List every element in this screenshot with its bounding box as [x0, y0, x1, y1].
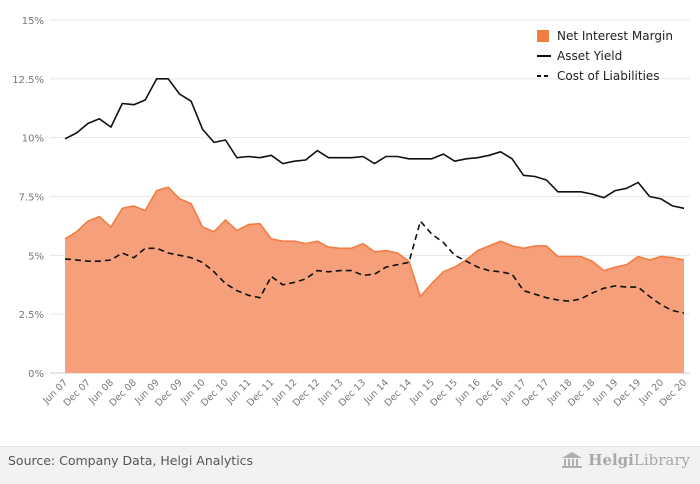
legend-label: Cost of Liabilities [557, 69, 660, 83]
y-tick-label: 0% [28, 369, 44, 380]
brand-logo: HelgiLibrary [561, 451, 690, 469]
y-tick-label: 5% [28, 251, 44, 262]
brand-name: HelgiLibrary [588, 451, 690, 469]
brand-prefix: Helgi [588, 451, 634, 469]
nim-area-edge [64, 186, 685, 299]
legend-label: Net Interest Margin [557, 29, 673, 43]
net-interest-margin-area [64, 186, 685, 373]
y-tick-label: 2.5% [19, 310, 44, 321]
source-note: Source: Company Data, Helgi Analytics [8, 453, 254, 468]
footer: Source: Company Data, Helgi Analytics He… [0, 446, 700, 484]
y-tick-label: 12.5% [12, 75, 44, 86]
asset-yield-line [64, 78, 685, 210]
library-building-icon [562, 452, 583, 468]
y-tick-label: 15% [22, 16, 44, 27]
y-tick-label: 7.5% [19, 193, 44, 204]
brand-suffix: Library [633, 451, 690, 469]
legend-swatch-nim [537, 30, 549, 42]
chart-lines [64, 78, 685, 314]
y-tick-label: 10% [22, 134, 44, 145]
chart-legend: Net Interest Margin Asset Yield Cost of Li… [537, 29, 673, 83]
legend-label: Asset Yield [557, 49, 622, 63]
nim-area-fill [65, 187, 684, 373]
cost-of-liabilities-line [64, 220, 685, 314]
